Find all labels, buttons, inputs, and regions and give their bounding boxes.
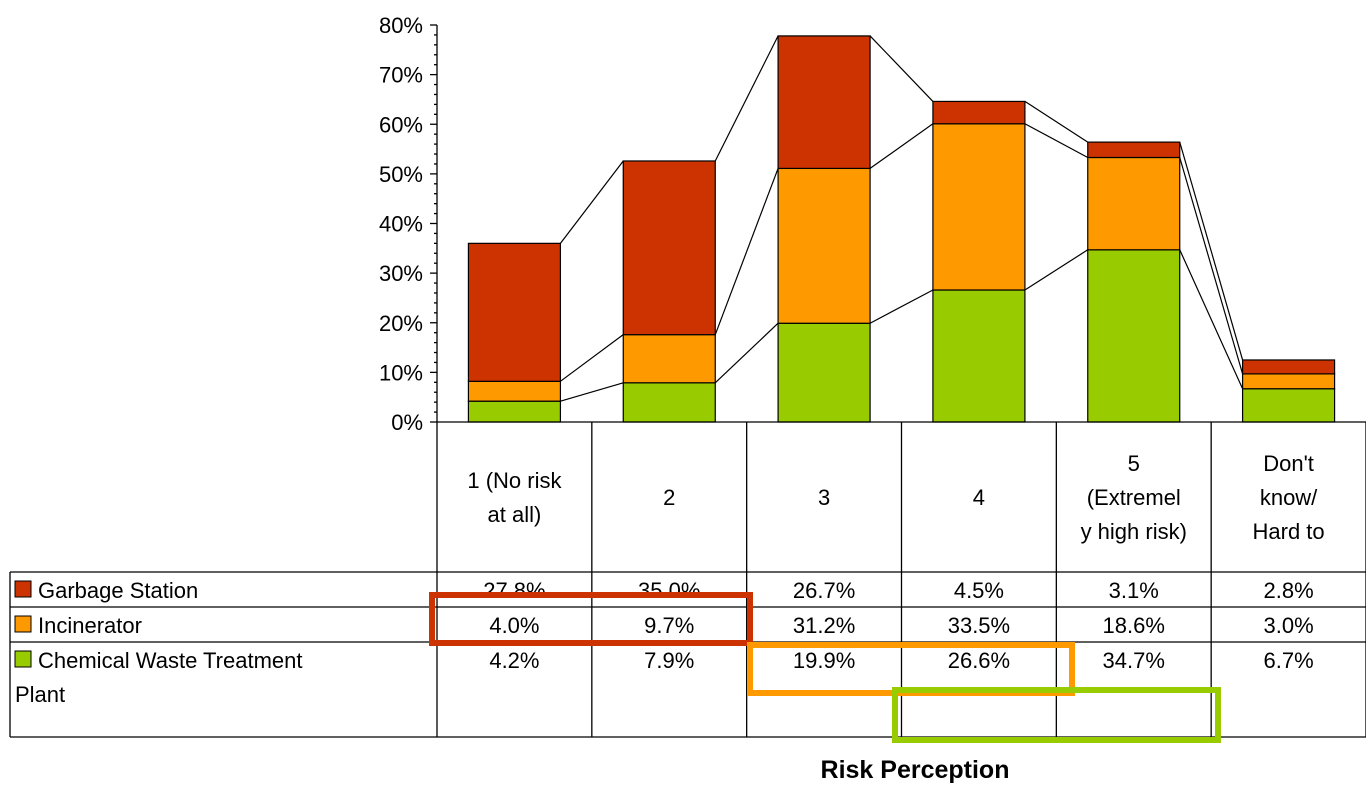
- legend-swatch-chemical-waste-treatment-plant: [14, 650, 32, 668]
- y-tick-label: 60%: [379, 112, 423, 137]
- y-tick-label: 40%: [379, 212, 423, 237]
- data-label: 19.9%: [793, 648, 855, 673]
- data-label: 3.0%: [1264, 613, 1314, 638]
- legend-swatch-incinerator: [14, 615, 32, 633]
- bar-garbage-station-3: [932, 100, 1026, 125]
- x-category-label: y high risk): [1081, 519, 1187, 544]
- bar-garbage-station-0: [467, 242, 562, 382]
- data-label: 26.6%: [948, 648, 1010, 673]
- x-category-label: (Extremel: [1087, 485, 1181, 510]
- bar-chemical-waste-treatment-plant-2: [777, 322, 871, 423]
- series-line-1: [869, 123, 934, 169]
- data-label: 4.5%: [954, 578, 1004, 603]
- series-line-2: [869, 35, 934, 102]
- bar-chemical-waste-treatment-plant-1: [622, 382, 716, 423]
- x-category-label: Hard to: [1253, 519, 1325, 544]
- series-line-0: [560, 382, 624, 402]
- y-tick-label: 50%: [379, 162, 423, 187]
- x-category-label: 5: [1128, 451, 1140, 476]
- bar-garbage-station-5: [1241, 359, 1336, 375]
- series-line-2: [714, 35, 779, 162]
- bar-chemical-waste-treatment-plant-0: [467, 400, 562, 423]
- bar-incinerator-2: [777, 167, 871, 324]
- highlight-box-2: [892, 687, 1221, 743]
- bar-incinerator-3: [932, 123, 1026, 291]
- data-label: 6.7%: [1264, 648, 1314, 673]
- data-label: 4.2%: [489, 648, 539, 673]
- legend-label: Chemical Waste Treatment: [38, 648, 303, 673]
- data-label: 26.7%: [793, 578, 855, 603]
- bar-incinerator-4: [1087, 156, 1181, 251]
- highlight-boxes: [429, 592, 1221, 743]
- data-label: 4.0%: [489, 613, 539, 638]
- series-line-0: [714, 322, 779, 384]
- y-tick-label: 70%: [379, 63, 423, 88]
- x-category-label: know/: [1260, 485, 1318, 510]
- y-tick-label: 0%: [391, 410, 423, 435]
- x-category-label: 4: [973, 485, 985, 510]
- x-category-label: 2: [663, 485, 675, 510]
- data-label: 33.5%: [948, 613, 1010, 638]
- series-lines: [559, 35, 1244, 402]
- series-line-1: [560, 334, 624, 382]
- x-category-label: at all): [488, 502, 542, 527]
- data-label: 3.1%: [1109, 578, 1159, 603]
- data-label: 35.0%: [638, 578, 700, 603]
- bar-incinerator-1: [622, 334, 716, 384]
- y-axis: 0% 10% 20% 30% 40% 50% 60% 70% 80%: [379, 13, 438, 435]
- series-line-1: [714, 168, 779, 335]
- bars: [467, 35, 1336, 423]
- y-tick-label: 20%: [379, 311, 423, 336]
- bar-incinerator-0: [467, 380, 562, 402]
- series-line-2: [559, 160, 624, 244]
- x-category-label: 3: [818, 485, 830, 510]
- legend-label: Plant: [15, 682, 65, 707]
- data-table: 1 (No risk at all) 2 3 4 5 (Extremel y high ris…: [9, 421, 1366, 738]
- x-category-label: Don't: [1263, 451, 1314, 476]
- bar-chemical-waste-treatment-plant-5: [1241, 388, 1336, 423]
- data-label: 7.9%: [644, 648, 694, 673]
- data-label: 18.6%: [1103, 613, 1165, 638]
- data-label: 9.7%: [644, 613, 694, 638]
- y-tick-label: 30%: [379, 261, 423, 286]
- data-label: 27.8%: [483, 578, 545, 603]
- legend-label: Incinerator: [38, 613, 142, 638]
- series-line-1: [1179, 157, 1244, 375]
- legend-label: Garbage Station: [38, 578, 198, 603]
- data-label: 34.7%: [1103, 648, 1165, 673]
- x-axis-title: Risk Perception: [821, 756, 1010, 784]
- bar-garbage-station-1: [622, 160, 716, 336]
- bar-chemical-waste-treatment-plant-3: [932, 289, 1026, 423]
- y-tick-label: 10%: [379, 360, 423, 385]
- highlight-box-0: [429, 592, 753, 646]
- bar-garbage-station-2: [777, 35, 871, 170]
- series-line-1: [1024, 123, 1089, 159]
- data-label: 31.2%: [793, 613, 855, 638]
- series-line-2: [1179, 141, 1244, 361]
- bar-incinerator-5: [1241, 373, 1336, 390]
- bar-chemical-waste-treatment-plant-4: [1087, 249, 1181, 423]
- x-category-label: 1 (No risk: [467, 468, 562, 493]
- y-tick-label: 80%: [379, 13, 423, 38]
- series-line-0: [1179, 249, 1244, 389]
- series-line-2: [1024, 100, 1089, 143]
- series-line-0: [869, 289, 934, 324]
- data-label: 2.8%: [1264, 578, 1314, 603]
- bar-garbage-station-4: [1087, 141, 1181, 159]
- series-line-0: [1024, 249, 1089, 291]
- legend-swatch-garbage-station: [14, 580, 32, 598]
